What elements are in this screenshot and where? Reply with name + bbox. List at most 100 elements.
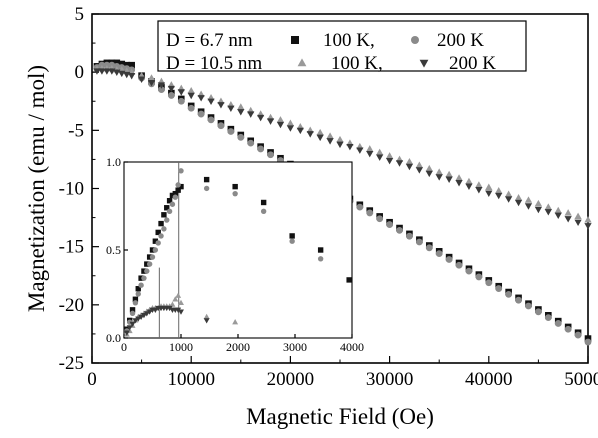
data-point bbox=[465, 267, 473, 275]
inset-data-point bbox=[175, 187, 181, 193]
inset-data-point bbox=[132, 318, 139, 324]
inset-data-point bbox=[178, 309, 184, 315]
legend-entry-label: 100 K, bbox=[331, 53, 383, 74]
inset-data-point bbox=[172, 296, 179, 302]
inset-data-point bbox=[129, 307, 136, 313]
inset-data-point bbox=[172, 190, 178, 197]
inset-x-tick-label: 0 bbox=[121, 340, 127, 354]
main-y-tick-label: -15 bbox=[59, 237, 84, 258]
data-point bbox=[237, 109, 245, 116]
legend-entry-label: 200 K bbox=[437, 30, 484, 51]
main-x-tick-label: 30000 bbox=[366, 369, 414, 390]
main-series-triangle-down bbox=[93, 68, 592, 230]
inset-data-point bbox=[135, 316, 142, 322]
data-point bbox=[445, 170, 453, 178]
inset-data-point bbox=[141, 268, 147, 274]
data-point bbox=[505, 190, 513, 197]
inset-data-point bbox=[161, 226, 167, 232]
data-point bbox=[336, 141, 344, 149]
inset-data-point bbox=[143, 311, 150, 317]
data-point bbox=[534, 199, 543, 207]
data-point bbox=[147, 74, 156, 81]
data-point bbox=[376, 154, 384, 161]
inset-background bbox=[124, 162, 352, 338]
data-point bbox=[386, 221, 393, 228]
inset-data-point bbox=[232, 190, 238, 197]
inset-series-circle bbox=[124, 168, 324, 334]
main-y-tick-label: 0 bbox=[75, 62, 85, 83]
inset-data-point bbox=[203, 318, 210, 324]
data-point bbox=[425, 164, 433, 172]
data-point bbox=[276, 121, 285, 129]
inset-data-point bbox=[172, 194, 178, 200]
inset-chart: 0 1000 2000 3000 4000 0.0 0.5 1.0 bbox=[106, 155, 364, 354]
inset-data-point bbox=[138, 282, 144, 288]
inset-data-point bbox=[144, 268, 150, 274]
data-point bbox=[485, 279, 493, 287]
legend-marker bbox=[297, 58, 307, 67]
data-point bbox=[118, 60, 126, 68]
inset-data-point bbox=[141, 275, 147, 281]
inset-data-point bbox=[175, 182, 181, 188]
inset-data-point bbox=[132, 300, 139, 306]
inset-data-point bbox=[161, 212, 167, 218]
data-point bbox=[167, 92, 175, 99]
inset-data-point bbox=[135, 291, 141, 297]
inset-data-point bbox=[203, 313, 210, 320]
inset-data-point bbox=[140, 312, 147, 319]
main-y-tick-label: -10 bbox=[59, 179, 84, 200]
inset-data-point bbox=[169, 301, 176, 307]
data-point bbox=[267, 151, 274, 159]
data-point bbox=[396, 226, 403, 234]
inset-y-tick-label: 0.5 bbox=[106, 243, 121, 257]
main-axes: 0100002000030000400005000050-5-10-15-20-… bbox=[24, 4, 598, 429]
y-axis-title: Magnetization (emu / mol) bbox=[24, 65, 49, 312]
inset-data-point bbox=[317, 256, 324, 262]
data-point bbox=[584, 335, 592, 342]
data-point bbox=[584, 223, 592, 230]
data-point bbox=[326, 132, 334, 139]
data-point bbox=[98, 68, 106, 75]
data-point bbox=[207, 116, 215, 124]
data-point bbox=[217, 102, 225, 109]
inset-data-point bbox=[155, 240, 161, 246]
data-point bbox=[356, 203, 364, 211]
data-point bbox=[395, 160, 404, 167]
inset-data-point bbox=[138, 314, 145, 320]
data-point bbox=[346, 143, 354, 151]
inset-data-point bbox=[346, 277, 352, 283]
data-point bbox=[247, 139, 255, 147]
data-point bbox=[167, 85, 175, 93]
data-point bbox=[326, 138, 334, 145]
data-point bbox=[415, 161, 423, 168]
inset-data-point bbox=[152, 307, 159, 313]
data-point bbox=[257, 145, 265, 153]
data-point bbox=[316, 128, 324, 136]
data-point bbox=[435, 250, 443, 258]
data-point bbox=[376, 215, 384, 223]
data-point bbox=[376, 148, 384, 156]
data-point bbox=[505, 290, 513, 298]
data-point bbox=[495, 187, 503, 194]
legend-marker bbox=[291, 36, 299, 44]
inset-data-point bbox=[289, 238, 295, 244]
data-point bbox=[485, 190, 493, 197]
data-point bbox=[276, 116, 285, 123]
inset-data-point bbox=[146, 254, 153, 260]
data-point bbox=[415, 238, 423, 246]
inset-data-point bbox=[164, 217, 170, 223]
main-x-tick-label: 40000 bbox=[465, 369, 513, 390]
data-point bbox=[425, 244, 433, 252]
inset-data-point bbox=[166, 198, 173, 204]
data-point bbox=[227, 105, 235, 113]
inset-data-point bbox=[289, 233, 295, 239]
data-point bbox=[103, 68, 111, 75]
inset-data-point bbox=[152, 247, 159, 253]
main-y-tick-label: -25 bbox=[59, 353, 84, 374]
main-series-circle bbox=[93, 61, 592, 346]
inset-data-point bbox=[203, 176, 210, 183]
data-point bbox=[495, 285, 503, 292]
inset-data-point bbox=[155, 229, 161, 236]
inset-data-point bbox=[135, 286, 141, 292]
inset-x-tick-label: 4000 bbox=[340, 340, 364, 354]
